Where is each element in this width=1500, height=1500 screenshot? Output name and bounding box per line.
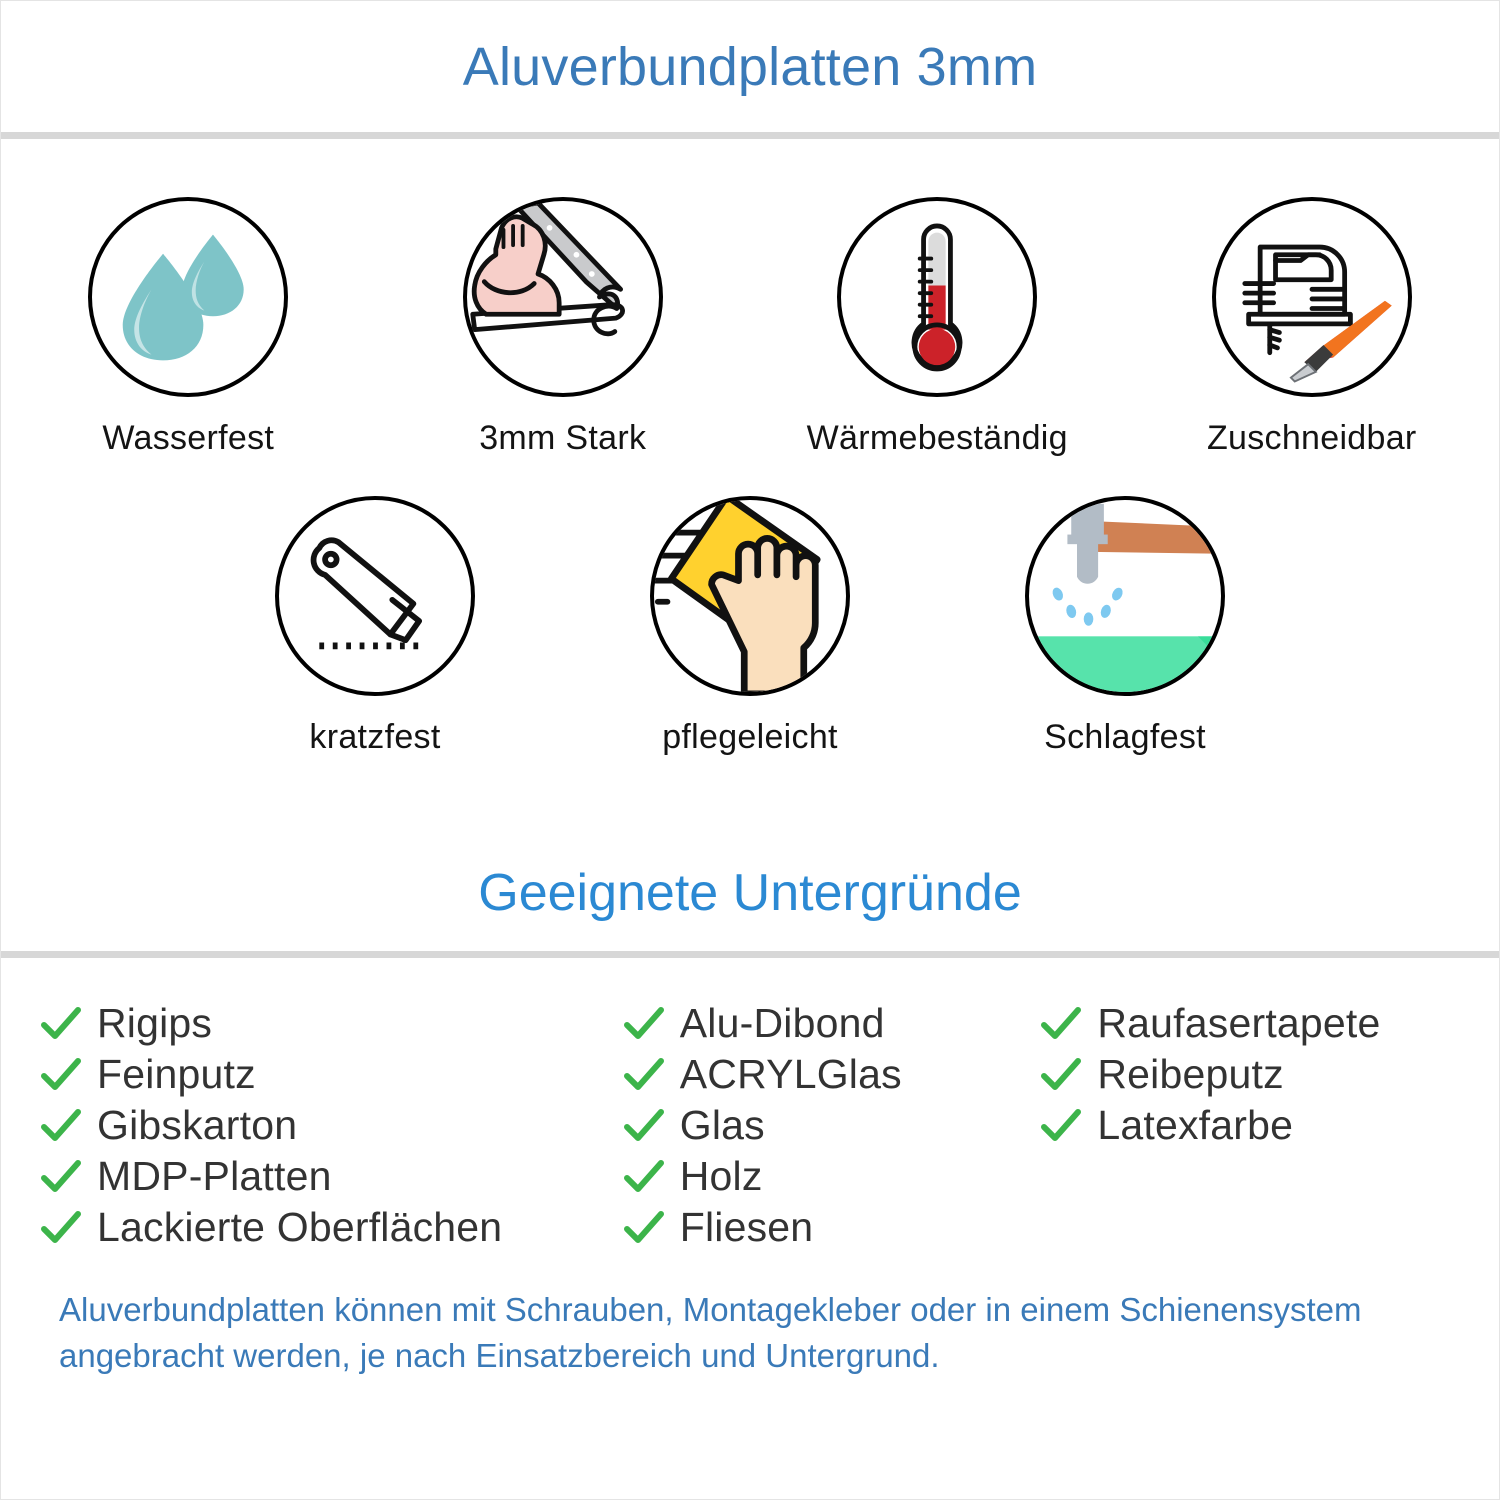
feature-row-1: Wasserfest [1,197,1499,458]
feature-kratzfest: kratzfest [188,496,563,757]
feature-label: pflegeleicht [662,718,838,756]
list-item: Gibskarton [41,1100,624,1151]
feature-schlagfest: Schlagfest [938,496,1313,757]
divider-middle [1,951,1499,958]
divider-top [1,132,1499,139]
feature-pflegeleicht: pflegeleicht [563,496,938,757]
list-item-label: Glas [679,1102,765,1148]
substrates-column-3: Raufasertapete Reibeputz Latexfarbe [1041,998,1459,1253]
feature-wasserfest: Wasserfest [1,197,376,458]
title-band: Aluverbundplatten 3mm [1,1,1499,132]
hammer-impact-icon [1025,496,1225,696]
feature-label: kratzfest [309,718,441,756]
substrates-heading-band: Geeignete Untergründe [1,835,1499,951]
flexed-bicep-icon [462,197,663,397]
list-item: MDP-Platten [41,1151,624,1202]
list-item-label: Reibeputz [1097,1051,1284,1097]
list-item: Fliesen [623,1202,1042,1253]
list-item-label: Fliesen [679,1204,814,1250]
substrates-column-1: Rigips Feinputz Gibskarton MDP-Platten L… [41,998,624,1253]
check-icon [623,1057,664,1090]
list-item-label: ACRYLGlas [679,1051,902,1097]
footer-note: Aluverbundplatten können mit Schrauben, … [1,1253,1499,1378]
list-item: Raufasertapete [1041,998,1459,1049]
water-drops-icon [88,197,289,397]
list-item: Rigips [41,998,624,1049]
check-icon [623,1108,664,1141]
feature-label: Zuschneidbar [1206,419,1417,457]
list-item-label: Lackierte Oberflächen [97,1204,503,1250]
check-icon [41,1006,81,1039]
list-item: Feinputz [41,1049,624,1100]
check-icon [623,1006,664,1039]
feature-label: Wärmebeständig [806,419,1068,457]
check-icon [1041,1006,1082,1039]
substrates-heading: Geeignete Untergründe [478,864,1022,922]
list-item: ACRYLGlas [623,1049,1042,1100]
check-icon [1041,1108,1082,1141]
feature-label: Schlagfest [1044,718,1206,756]
feature-section: Wasserfest [1,139,1499,757]
hand-cloth-icon [650,496,850,696]
list-item: Lackierte Oberflächen [41,1202,624,1253]
thermometer-icon [837,197,1038,397]
list-item-label: Alu-Dibond [679,1000,885,1046]
feature-row-2: kratzfest [1,496,1499,757]
list-item-label: Holz [679,1153,763,1199]
check-icon [41,1210,81,1243]
substrates-checklist: Rigips Feinputz Gibskarton MDP-Platten L… [1,958,1499,1253]
list-item-label: Gibskarton [97,1102,298,1148]
substrates-column-2: Alu-Dibond ACRYLGlas Glas Holz Fliesen [623,998,1042,1253]
page-title: Aluverbundplatten 3mm [462,36,1038,97]
list-item-label: MDP-Platten [97,1153,332,1199]
list-item: Latexfarbe [1041,1100,1459,1151]
list-item: Alu-Dibond [623,998,1042,1049]
list-item: Glas [623,1100,1042,1151]
list-item-label: Latexfarbe [1097,1102,1294,1148]
feature-zuschneidbar: Zuschneidbar [1125,197,1500,458]
list-item: Holz [623,1151,1042,1202]
check-icon [41,1159,81,1192]
feature-3mm-stark: 3mm Stark [376,197,751,458]
check-icon [623,1159,664,1192]
check-icon [41,1108,81,1141]
cutter-scratch-icon [275,496,475,696]
feature-label: Wasserfest [102,419,275,457]
list-item-label: Feinputz [97,1051,256,1097]
list-item: Reibeputz [1041,1049,1459,1100]
footer-text: Aluverbundplatten können mit Schrauben, … [59,1291,1362,1374]
feature-waermebestaendig: Wärmebeständig [750,197,1125,458]
list-item-label: Rigips [97,1000,213,1046]
check-icon [623,1210,664,1243]
feature-label: 3mm Stark [479,419,647,457]
check-icon [1041,1057,1082,1090]
check-icon [41,1057,81,1090]
list-item-label: Raufasertapete [1097,1000,1381,1046]
jigsaw-cutter-icon [1211,197,1412,397]
